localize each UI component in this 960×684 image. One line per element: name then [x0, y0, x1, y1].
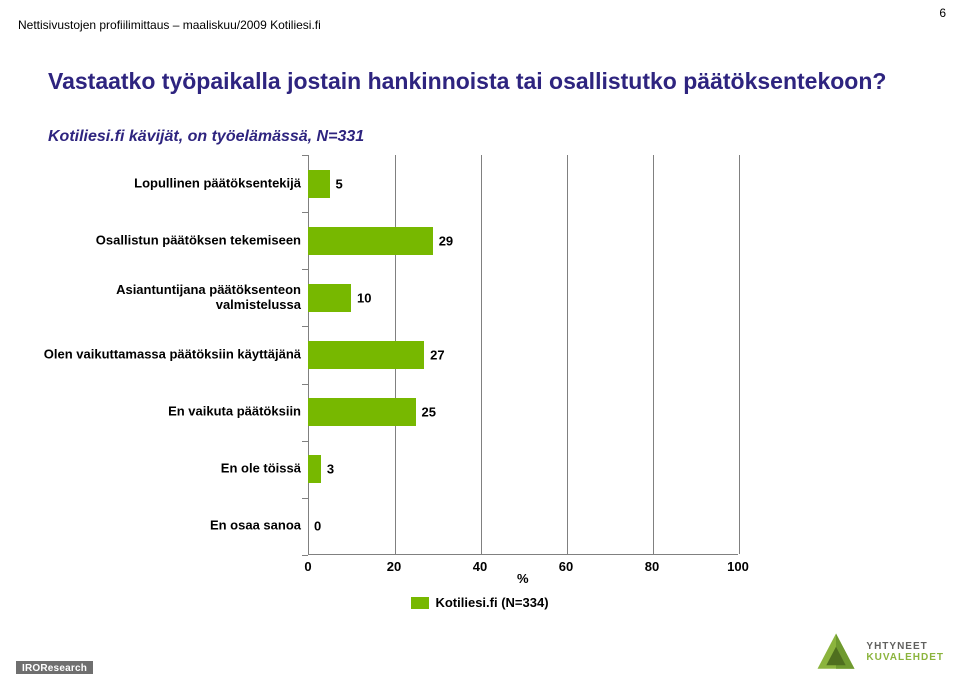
y-tick [302, 212, 308, 213]
bar-value: 27 [424, 347, 444, 362]
footer-brand-right: YHTYNEET KUVALEHDET [814, 630, 944, 674]
x-tick-label: 60 [559, 559, 573, 574]
y-tick [302, 155, 308, 156]
chart-row: En vaikuta päätöksiin 25 [28, 384, 768, 441]
x-tick-label: 80 [645, 559, 659, 574]
yk-logo-icon [814, 630, 858, 674]
bar-value: 5 [330, 176, 343, 191]
chart-title: Vastaatko työpaikalla jostain hankinnois… [48, 68, 912, 96]
y-tick [302, 326, 308, 327]
legend: Kotiliesi.fi (N=334) [0, 595, 960, 614]
chart-row: Asiantuntijana päätöksenteon valmistelus… [28, 269, 768, 326]
bar: 29 [308, 227, 433, 255]
yk-logo-text: YHTYNEET KUVALEHDET [866, 641, 944, 663]
header-line: Nettisivustojen profiilimittaus – maalis… [18, 18, 321, 32]
y-tick [302, 269, 308, 270]
bar-value: 0 [308, 519, 321, 534]
legend-swatch [411, 597, 429, 609]
y-tick [302, 498, 308, 499]
chart-region: Lopullinen päätöksentekijä 5 Osallistun pä… [28, 155, 768, 585]
chart-row: Osallistun päätöksen tekemiseen 29 [28, 212, 768, 269]
x-tick-label: 100 [727, 559, 749, 574]
category-label: Olen vaikuttamassa päätöksiin käyttäjänä [28, 348, 301, 363]
footer-brand-left: IROResearch [16, 661, 93, 674]
category-label: Asiantuntijana päätöksenteon valmistelus… [28, 283, 301, 313]
bar-value: 29 [433, 233, 453, 248]
chart-subtitle: Kotiliesi.fi kävijät, on työelämässä, N=… [48, 128, 364, 146]
bar: 27 [308, 341, 424, 369]
legend-label: Kotiliesi.fi (N=334) [435, 595, 548, 610]
category-label: En vaikuta päätöksiin [28, 405, 301, 420]
chart-row: Olen vaikuttamassa päätöksiin käyttäjänä… [28, 326, 768, 383]
x-tick-label: 0 [304, 559, 311, 574]
y-tick [302, 555, 308, 556]
page-number: 6 [939, 6, 946, 20]
bar: 10 [308, 284, 351, 312]
bar: 25 [308, 398, 416, 426]
bar-value: 10 [351, 290, 371, 305]
bar-value: 25 [416, 405, 436, 420]
chart-row: En ole töissä 3 [28, 441, 768, 498]
x-axis-label: % [517, 571, 529, 586]
legend-item: Kotiliesi.fi (N=334) [411, 595, 548, 610]
bar: 3 [308, 455, 321, 483]
y-tick [302, 441, 308, 442]
bar: 5 [308, 170, 330, 198]
y-tick [302, 384, 308, 385]
yk-line2: KUVALEHDET [866, 652, 944, 663]
chart-row: En osaa sanoa 0 [28, 498, 768, 555]
yk-line1: YHTYNEET [866, 641, 944, 652]
category-label: En osaa sanoa [28, 519, 301, 534]
x-tick-label: 40 [473, 559, 487, 574]
category-label: En ole töissä [28, 462, 301, 477]
category-label: Lopullinen päätöksentekijä [28, 176, 301, 191]
category-label: Osallistun päätöksen tekemiseen [28, 233, 301, 248]
chart-row: Lopullinen päätöksentekijä 5 [28, 155, 768, 212]
bar-value: 3 [321, 462, 334, 477]
x-tick-label: 20 [387, 559, 401, 574]
